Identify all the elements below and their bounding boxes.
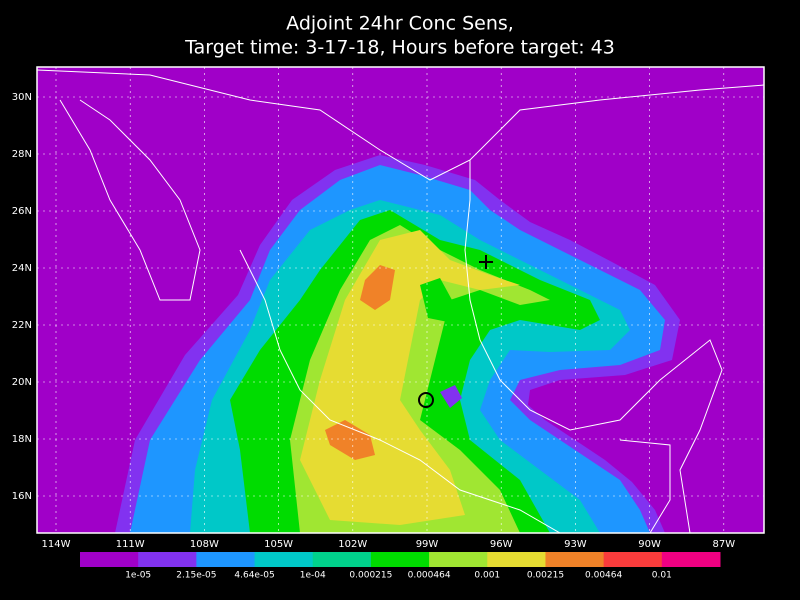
- lat-label: 20N: [12, 377, 32, 388]
- contour-fill: [325, 420, 375, 460]
- lat-label: 24N: [12, 263, 32, 274]
- coastline: [59, 99, 201, 301]
- lat-label: 30N: [12, 92, 32, 103]
- colorbar-label: 0.001: [474, 571, 500, 581]
- colorbar-label: 0.00464: [585, 571, 622, 581]
- lat-label: 16N: [12, 491, 32, 502]
- colorbar-label: 1e-05: [125, 571, 151, 581]
- lat-label: 28N: [12, 149, 32, 160]
- lon-label: 96W: [490, 539, 513, 550]
- colorbar: 1e-05 2.15e-05 4.64e-05 1e-04 0.000215 0.0004…: [80, 552, 721, 581]
- colorbar-swatch: [80, 552, 139, 567]
- lon-label: 87W: [712, 539, 735, 550]
- lon-label: 93W: [564, 539, 587, 550]
- graticule: [37, 67, 764, 533]
- colorbar-swatch: [545, 552, 605, 567]
- markers: [418, 255, 493, 408]
- lat-label: 18N: [12, 434, 32, 445]
- axis-labels: 30N 28N 26N 24N 22N 20N 18N 16N 114W 111W 108W 105W…: [12, 92, 735, 550]
- colorbar-label: 2.15e-05: [176, 571, 216, 581]
- contour-fill: [440, 385, 462, 408]
- border: [37, 69, 764, 181]
- colorbar-swatch: [429, 552, 488, 567]
- map-area: [37, 67, 764, 533]
- lat-label: 22N: [12, 320, 32, 331]
- colorbar-swatch: [312, 552, 372, 567]
- title-line: Adjoint 24hr Conc Sens,: [286, 13, 514, 35]
- colorbar-label: 1e-04: [300, 571, 326, 581]
- lon-label: 105W: [264, 539, 293, 550]
- colorbar-label: 4.64e-05: [234, 571, 274, 581]
- lon-label: 114W: [42, 539, 71, 550]
- colorbar-swatch: [370, 552, 430, 567]
- colorbar-swatch: [254, 552, 314, 567]
- colorbar-swatch: [487, 552, 546, 567]
- target-marker: [479, 255, 493, 269]
- colorbar-label: 0.000464: [408, 571, 451, 581]
- source-marker: [418, 392, 434, 408]
- border: [619, 439, 671, 533]
- contour-fill: [360, 265, 395, 310]
- lon-label: 111W: [116, 539, 145, 550]
- colorbar-swatch: [603, 552, 663, 567]
- colorbar-label: 0.01: [652, 571, 672, 581]
- lon-label: 99W: [416, 539, 439, 550]
- plot-frame: [36, 66, 765, 534]
- lat-label: 26N: [12, 206, 32, 217]
- contour-fill: [420, 278, 452, 322]
- lon-label: 90W: [638, 539, 661, 550]
- colorbar-label: 0.000215: [349, 571, 392, 581]
- title-line: Target time: 3-17-18, Hours before targe…: [184, 37, 615, 59]
- colorbar-swatch: [661, 552, 721, 567]
- colorbar-label: 0.00215: [527, 571, 564, 581]
- lon-label: 108W: [190, 539, 219, 550]
- lon-label: 102W: [338, 539, 367, 550]
- coastline: [464, 160, 723, 533]
- colorbar-swatch: [196, 552, 256, 567]
- colorbar-swatch: [138, 552, 197, 567]
